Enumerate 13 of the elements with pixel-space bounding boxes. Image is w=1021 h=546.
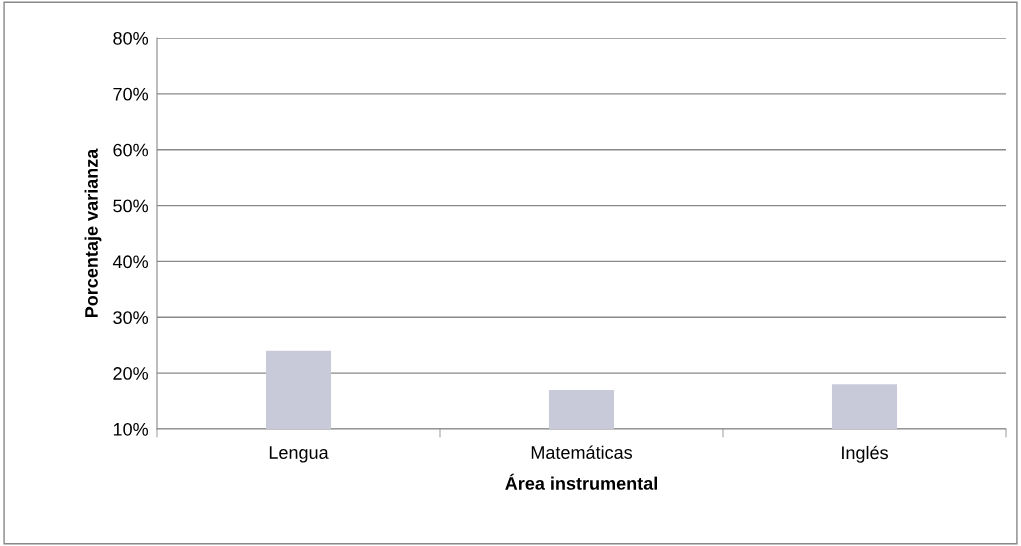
y-tick-label: 60% [113,143,149,157]
y-axis-title: Porcentaje varianza [84,148,102,318]
y-tick-label: 50% [113,199,149,213]
x-axis-title: Área instrumental [505,473,657,490]
y-tick-label: 20% [113,367,149,380]
x-tick-label: Inglés [842,445,888,463]
y-tick-label: 80% [113,31,149,45]
x-tick-label: Matemáticas [531,445,633,459]
y-tick-label: 10% [113,422,149,436]
y-tick-label: 40% [112,255,149,269]
y-tick-label: 30% [113,311,149,325]
x-tick-label: Lengua [269,446,329,463]
y-tick-label: 70% [113,87,149,101]
